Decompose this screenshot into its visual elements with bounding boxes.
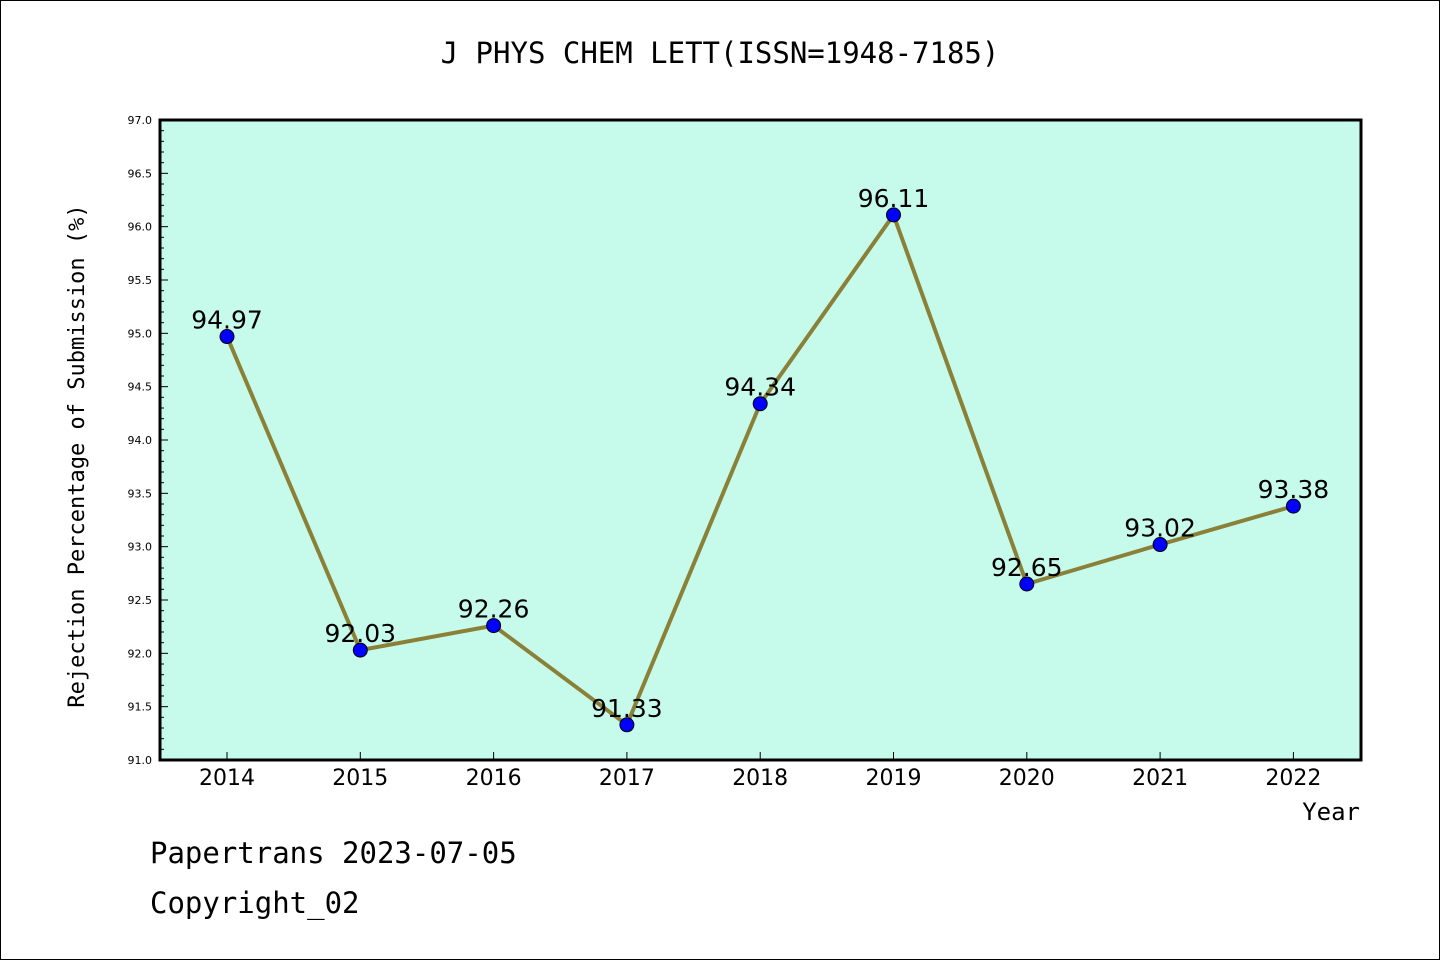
data-label: 92.03 — [325, 619, 397, 648]
x-tick-label: 2015 — [332, 766, 388, 791]
x-tick-label: 2019 — [866, 766, 922, 791]
series-layer — [219, 207, 1301, 733]
y-tick-label: 97.0 — [128, 114, 153, 127]
data-point — [1285, 498, 1301, 514]
data-label: 92.65 — [991, 553, 1063, 582]
y-tick-label: 93.5 — [128, 487, 153, 500]
y-tick-label: 92.0 — [128, 647, 153, 660]
data-point — [886, 207, 901, 223]
x-tick-label: 2020 — [999, 766, 1055, 791]
data-label: 93.38 — [1258, 475, 1330, 504]
data-point — [1152, 537, 1168, 553]
footer-date: Papertrans 2023-07-05 — [150, 836, 517, 870]
data-point — [352, 642, 368, 658]
data-label: 96.11 — [858, 184, 930, 213]
x-tick-label: 2016 — [466, 766, 522, 791]
data-label: 93.02 — [1124, 514, 1196, 543]
x-tick-label: 2017 — [599, 766, 655, 791]
y-tick-label: 96.5 — [128, 167, 153, 180]
y-tick-label: 95.5 — [128, 274, 153, 287]
y-tick-label: 91.5 — [128, 701, 153, 714]
data-labels: 94.97 92.03 92.26 91.33 94.34 96.11 92.65 93.02… — [191, 184, 1329, 723]
x-tick-label: 2021 — [1132, 766, 1188, 791]
data-point — [752, 396, 768, 412]
x-axis-label: Year — [1302, 798, 1360, 826]
x-tick-label: 2022 — [1265, 766, 1321, 791]
y-tick-label: 92.5 — [128, 594, 153, 607]
data-label: 94.97 — [191, 306, 263, 335]
x-axis: 2014 2015 2016 2017 2018 2019 2020 2021 2022 — [199, 752, 1321, 791]
chart-title: J PHYS CHEM LETT(ISSN=1948-7185) — [440, 36, 1000, 70]
y-tick-label: 94.0 — [128, 434, 153, 447]
data-point — [619, 717, 635, 733]
data-point — [1019, 576, 1035, 592]
data-label: 91.33 — [591, 694, 663, 723]
x-tick-label: 2018 — [732, 766, 788, 791]
x-tick-label: 2014 — [199, 766, 255, 791]
data-point — [219, 329, 235, 345]
y-tick-label: 94.5 — [128, 381, 153, 394]
plot-border — [158, 118, 1363, 762]
y-tick-label: 93.0 — [128, 541, 153, 554]
footer-copyright: Copyright_02 — [150, 886, 360, 920]
y-tick-label: 95.0 — [128, 327, 153, 340]
data-point — [486, 618, 502, 634]
data-label: 94.34 — [724, 373, 796, 402]
y-tick-label: 91.0 — [128, 754, 153, 767]
y-axis-label: Rejection Percentage of Submission (%) — [65, 204, 90, 707]
plot-area — [160, 120, 1361, 760]
data-label: 92.26 — [458, 595, 530, 624]
y-tick-label: 96.0 — [128, 221, 153, 234]
